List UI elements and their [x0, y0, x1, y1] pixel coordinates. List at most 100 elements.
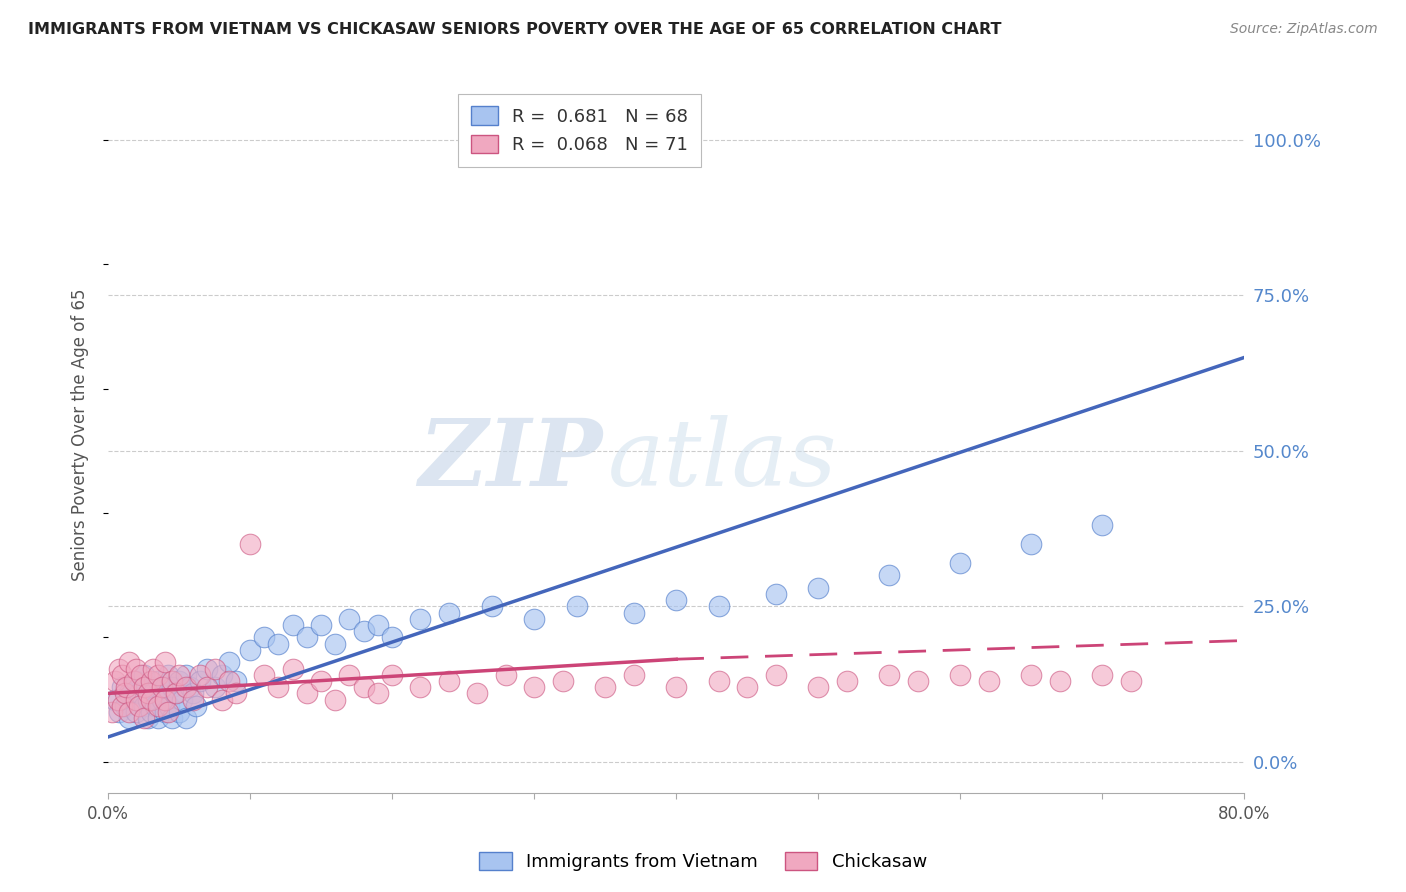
Point — [184, 698, 207, 713]
Point — [1091, 518, 1114, 533]
Point — [977, 673, 1000, 688]
Point — [118, 656, 141, 670]
Point — [353, 624, 375, 639]
Point — [139, 673, 162, 688]
Point — [281, 661, 304, 675]
Point — [163, 686, 186, 700]
Point — [239, 643, 262, 657]
Point — [707, 599, 730, 614]
Point — [146, 673, 169, 688]
Point — [188, 667, 211, 681]
Point — [877, 667, 900, 681]
Point — [125, 705, 148, 719]
Point — [146, 667, 169, 681]
Point — [157, 698, 180, 713]
Point — [218, 656, 240, 670]
Point — [125, 661, 148, 675]
Point — [735, 680, 758, 694]
Point — [807, 581, 830, 595]
Point — [197, 680, 219, 694]
Point — [111, 680, 134, 694]
Point — [160, 673, 183, 688]
Point — [1019, 537, 1042, 551]
Point — [118, 686, 141, 700]
Point — [523, 680, 546, 694]
Point — [204, 661, 226, 675]
Point — [153, 656, 176, 670]
Point — [835, 673, 858, 688]
Point — [707, 673, 730, 688]
Point — [132, 667, 155, 681]
Point — [139, 680, 162, 694]
Point — [143, 698, 166, 713]
Point — [381, 631, 404, 645]
Point — [409, 612, 432, 626]
Point — [225, 686, 247, 700]
Point — [465, 686, 488, 700]
Point — [323, 692, 346, 706]
Point — [295, 686, 318, 700]
Text: ZIP: ZIP — [418, 416, 602, 505]
Point — [170, 692, 193, 706]
Point — [807, 680, 830, 694]
Point — [1275, 133, 1298, 147]
Point — [160, 680, 183, 694]
Y-axis label: Seniors Poverty Over the Age of 65: Seniors Poverty Over the Age of 65 — [72, 289, 89, 582]
Point — [101, 705, 124, 719]
Point — [481, 599, 503, 614]
Point — [136, 692, 159, 706]
Point — [309, 618, 332, 632]
Point — [167, 673, 190, 688]
Point — [1049, 673, 1071, 688]
Point — [949, 556, 972, 570]
Point — [281, 618, 304, 632]
Point — [142, 661, 165, 675]
Text: Source: ZipAtlas.com: Source: ZipAtlas.com — [1230, 22, 1378, 37]
Point — [367, 618, 389, 632]
Point — [211, 692, 233, 706]
Point — [211, 667, 233, 681]
Point — [125, 692, 148, 706]
Point — [128, 698, 150, 713]
Point — [132, 711, 155, 725]
Point — [142, 686, 165, 700]
Point — [139, 692, 162, 706]
Point — [146, 698, 169, 713]
Point — [765, 667, 787, 681]
Point — [309, 673, 332, 688]
Point — [153, 692, 176, 706]
Point — [156, 705, 179, 719]
Point — [108, 661, 131, 675]
Point — [665, 680, 688, 694]
Point — [153, 705, 176, 719]
Point — [174, 680, 197, 694]
Point — [765, 587, 787, 601]
Point — [122, 673, 145, 688]
Point — [115, 680, 138, 694]
Point — [181, 686, 204, 700]
Point — [174, 711, 197, 725]
Point — [165, 686, 187, 700]
Legend: R =  0.681   N = 68, R =  0.068   N = 71: R = 0.681 N = 68, R = 0.068 N = 71 — [458, 94, 700, 167]
Point — [495, 667, 517, 681]
Point — [125, 673, 148, 688]
Point — [877, 568, 900, 582]
Point — [160, 711, 183, 725]
Point — [114, 698, 136, 713]
Point — [367, 686, 389, 700]
Point — [122, 692, 145, 706]
Point — [167, 667, 190, 681]
Point — [593, 680, 616, 694]
Point — [132, 680, 155, 694]
Point — [181, 692, 204, 706]
Point — [1091, 667, 1114, 681]
Point — [323, 637, 346, 651]
Point — [129, 667, 152, 681]
Legend: Immigrants from Vietnam, Chickasaw: Immigrants from Vietnam, Chickasaw — [472, 845, 934, 879]
Point — [174, 667, 197, 681]
Point — [128, 686, 150, 700]
Point — [253, 631, 276, 645]
Point — [167, 705, 190, 719]
Point — [239, 537, 262, 551]
Point — [150, 680, 173, 694]
